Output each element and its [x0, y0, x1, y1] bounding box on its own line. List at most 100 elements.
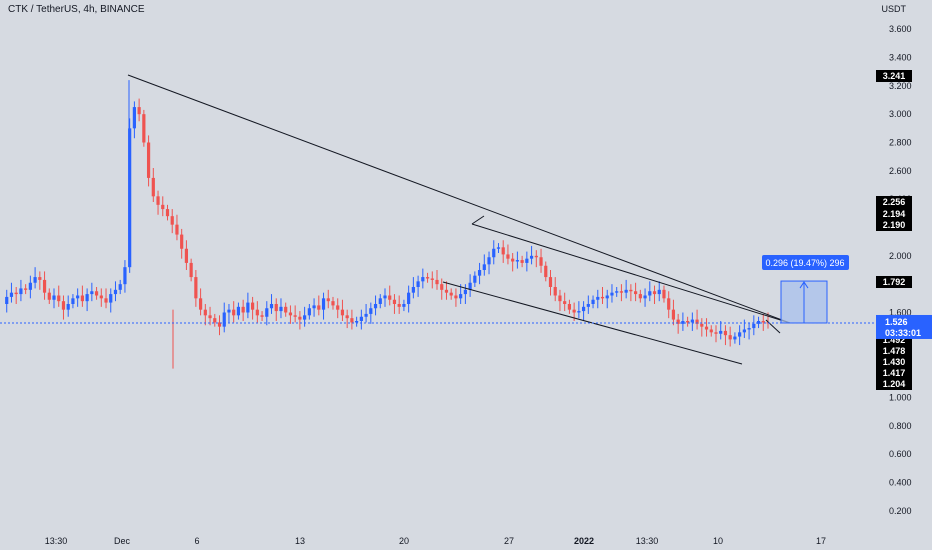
candle-body — [449, 292, 453, 296]
candle-body — [686, 321, 690, 323]
candle-body — [468, 282, 472, 290]
candle-body — [567, 304, 572, 310]
candle-body — [66, 304, 70, 310]
candle-body — [104, 298, 108, 303]
candle-body — [482, 264, 486, 270]
candle-body — [733, 336, 737, 340]
candle-body — [662, 289, 666, 299]
candle-body — [652, 291, 657, 295]
candle-body — [345, 315, 349, 319]
candle-body — [203, 309, 207, 316]
candle-body — [24, 288, 28, 290]
x-tick-label: 2022 — [574, 536, 594, 546]
candle-body — [42, 279, 47, 293]
candle-body — [634, 291, 638, 295]
candle-body — [383, 295, 387, 299]
candle-body — [236, 306, 241, 316]
candle-body — [165, 209, 170, 217]
candle-body — [586, 304, 590, 307]
price-badge-label: 2.256 — [883, 197, 906, 207]
candle-body — [407, 292, 411, 304]
candle-body — [326, 298, 330, 302]
price-badge-label: 2.190 — [883, 220, 906, 230]
candle-body — [246, 302, 250, 313]
candle-body — [747, 328, 751, 330]
measure-label: 0.296 (19.47%) 296 — [765, 258, 844, 268]
candle-body — [307, 308, 311, 316]
candle-body — [340, 309, 345, 316]
candle-body — [19, 288, 23, 295]
price-badge — [876, 208, 912, 220]
price-badge-label: 1.792 — [883, 277, 906, 287]
candle-body — [459, 294, 463, 299]
chart-title: CTK / TetherUS, 4h, BINANCE — [8, 4, 145, 15]
candle-body — [454, 295, 458, 299]
candle-body — [241, 306, 245, 313]
candle-body — [303, 315, 307, 320]
y-tick-label: 3.200 — [889, 81, 912, 91]
candle-body — [128, 128, 132, 268]
candle-body — [563, 301, 567, 304]
trendline — [127, 74, 791, 324]
candle-body — [184, 248, 189, 263]
candle-body — [638, 294, 642, 299]
price-badge — [876, 219, 912, 231]
measure-label-bg — [762, 255, 849, 270]
price-badge-label: 1.204 — [883, 379, 906, 389]
candle-body — [700, 323, 704, 327]
candle-body — [671, 309, 676, 320]
candle-body — [643, 295, 647, 299]
candle-body — [506, 254, 510, 259]
candle-body — [251, 302, 255, 310]
y-tick-label: 1.600 — [889, 308, 912, 318]
candle-body — [364, 313, 368, 317]
candle-body — [350, 318, 354, 323]
candle-body — [142, 114, 146, 143]
candle-body — [714, 332, 718, 334]
candle-body — [47, 292, 51, 300]
x-tick-label: 13:30 — [636, 536, 659, 546]
candle-body — [189, 262, 193, 278]
candle-body — [33, 277, 37, 283]
candle-body — [487, 257, 491, 265]
candle-body — [85, 294, 89, 302]
candle-body — [529, 255, 534, 259]
x-tick-label: 13 — [295, 536, 305, 546]
candle-body — [331, 301, 335, 306]
price-badge-label: 1.492 — [883, 335, 906, 345]
candle-body — [605, 295, 609, 299]
y-tick-label: 0.600 — [889, 449, 912, 459]
candle-body — [293, 315, 297, 317]
candle-body — [99, 295, 103, 299]
price-badge — [876, 276, 912, 288]
candle-body — [615, 291, 619, 293]
candle-body — [392, 299, 397, 304]
candle-body — [260, 315, 264, 317]
candle-body — [52, 295, 56, 300]
candle-body — [596, 296, 600, 300]
y-tick-label: 3.600 — [889, 24, 912, 34]
candle-body — [709, 329, 713, 333]
candle-body — [217, 322, 222, 327]
candle-body — [681, 321, 685, 324]
x-tick-label: 10 — [713, 536, 723, 546]
candle-body — [255, 309, 259, 316]
candle-body — [5, 296, 9, 304]
candle-body — [222, 312, 226, 327]
candle-body — [388, 295, 392, 300]
candle-body — [742, 329, 746, 333]
candle-body — [57, 295, 61, 302]
x-tick-label: 6 — [194, 536, 199, 546]
trendline-cap — [765, 319, 781, 334]
candle-body — [572, 309, 576, 313]
candle-body — [719, 330, 723, 334]
current-price-badge — [876, 314, 932, 339]
candle-body — [624, 289, 628, 293]
candle-body — [208, 315, 212, 319]
candle-body — [728, 335, 732, 340]
candle-body — [539, 257, 543, 266]
candle-body — [511, 258, 515, 262]
candle-body — [402, 304, 406, 307]
